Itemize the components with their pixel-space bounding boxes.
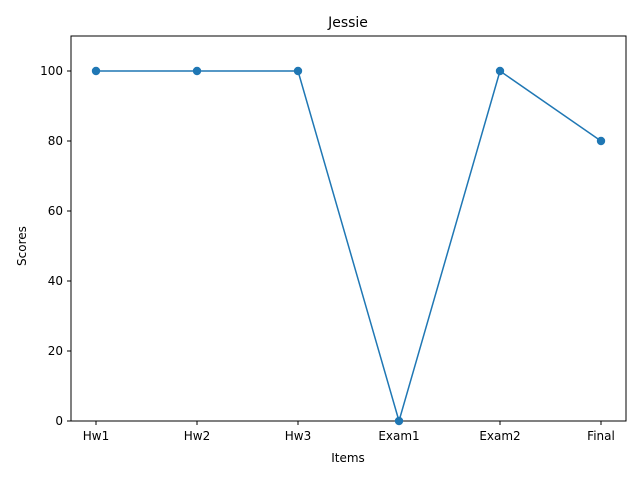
data-point	[394, 416, 404, 426]
chart-title: Jessie	[327, 15, 368, 31]
y-axis-label: Scores	[15, 226, 29, 266]
axes-frame	[70, 35, 627, 422]
x-tick-label: Hw1	[83, 429, 109, 443]
data-point	[293, 66, 303, 76]
x-tick-label: Hw3	[285, 429, 311, 443]
x-tick-label: Exam1	[378, 429, 419, 443]
y-tick-label: 60	[48, 204, 63, 218]
data-point	[495, 66, 505, 76]
data-point	[596, 136, 606, 146]
y-tick-label: 20	[48, 344, 63, 358]
y-tick-label: 100	[40, 64, 63, 78]
data-point	[91, 66, 101, 76]
x-tick-label: Exam2	[479, 429, 520, 443]
x-tick-label: Hw2	[184, 429, 210, 443]
data-point	[192, 66, 202, 76]
y-tick-label: 80	[48, 134, 63, 148]
series-line	[96, 70, 602, 422]
x-axis-label: Items	[331, 451, 365, 465]
x-tick-label: Final	[587, 429, 615, 443]
y-tick-label: 0	[55, 414, 63, 428]
plot-area: 0 20 40 60 80 100 Hw1 Hw2 Hw3 Exam1 Exam2 Final	[40, 35, 627, 443]
y-tick-label: 40	[48, 274, 63, 288]
